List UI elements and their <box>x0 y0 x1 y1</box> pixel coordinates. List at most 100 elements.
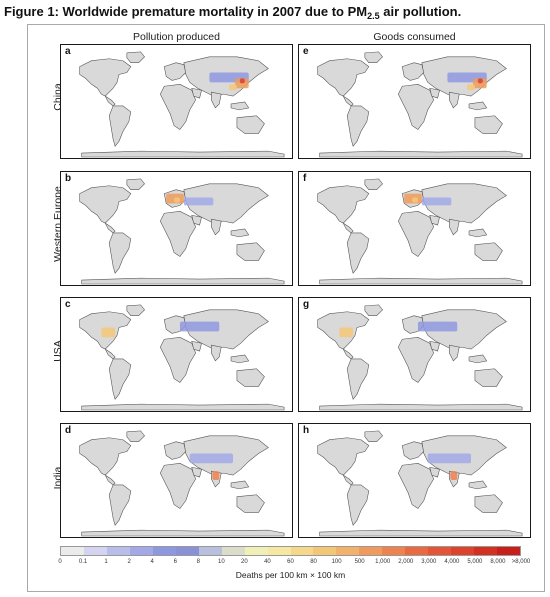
map-panel-g: g <box>298 297 531 412</box>
legend-swatch <box>83 547 107 555</box>
panel-letter: f <box>303 173 307 184</box>
mortality-hotspot <box>450 471 458 481</box>
legend-tick-label: 40 <box>264 559 271 565</box>
landmass <box>183 183 269 224</box>
panel-letter: h <box>303 425 310 436</box>
world-map <box>317 304 523 411</box>
landmass <box>230 354 250 364</box>
legend-swatch <box>61 547 84 555</box>
landmass <box>468 228 488 238</box>
landmass <box>236 242 265 261</box>
landmass <box>397 211 434 257</box>
legend-swatch <box>382 547 406 555</box>
figure-title-suffix: air pollution. <box>379 4 462 19</box>
landmass <box>342 95 354 107</box>
landmass <box>108 358 132 400</box>
landmass <box>429 466 440 478</box>
legend-tick-label: >8,000 <box>511 559 531 565</box>
landmass <box>468 354 488 364</box>
legend-swatch <box>497 547 521 555</box>
legend-tick-label: 8,000 <box>490 559 506 565</box>
landmass <box>126 51 145 63</box>
figure-title: Figure 1: Worldwide premature mortality … <box>4 4 461 21</box>
map-panel-h: h <box>298 423 531 538</box>
landmass <box>126 430 145 442</box>
map-panel-e: e <box>298 44 531 159</box>
landmass <box>317 437 370 476</box>
landmass <box>236 494 265 513</box>
mortality-hotspot <box>174 197 180 203</box>
landmass <box>79 185 132 224</box>
legend-swatch <box>359 547 383 555</box>
landmass <box>108 105 132 147</box>
landmass <box>346 484 370 526</box>
landmass <box>104 222 116 234</box>
mortality-hotspot <box>421 197 452 206</box>
mortality-hotspot <box>212 471 220 481</box>
landmass <box>163 62 187 81</box>
legend-caption: Deaths per 100 km × 100 km <box>235 570 346 580</box>
landmass <box>342 474 354 486</box>
map-panel-d: d <box>60 423 293 538</box>
legend-tick-label: 1,000 <box>375 559 391 565</box>
legend-swatch <box>129 547 153 555</box>
figure-title-prefix: Figure 1: Worldwide premature mortality … <box>4 4 368 19</box>
legend-tick-label: 0 <box>58 559 62 565</box>
landmass <box>211 344 222 362</box>
panel-letter: a <box>65 46 71 57</box>
landmass <box>81 150 285 158</box>
legend-tick-label: 1 <box>104 559 108 565</box>
legend-swatch <box>405 547 429 555</box>
mortality-hotspot <box>183 197 214 206</box>
landmass <box>317 185 370 224</box>
landmass <box>108 232 132 274</box>
column-header-goods-consumed: Goods consumed <box>373 31 456 43</box>
legend-tick-label: 10 <box>218 559 225 565</box>
legend-swatch <box>313 547 337 555</box>
legend-swatch <box>175 547 199 555</box>
landmass <box>317 58 370 97</box>
landmass <box>81 529 285 537</box>
landmass <box>468 480 488 490</box>
landmass <box>104 95 116 107</box>
landmass <box>429 340 440 352</box>
landmass <box>236 368 265 387</box>
landmass <box>468 101 488 111</box>
landmass <box>236 115 265 134</box>
legend-swatch <box>336 547 360 555</box>
mortality-hotspot <box>427 453 471 464</box>
mortality-hotspot <box>339 327 354 338</box>
landmass <box>211 218 222 236</box>
landmass <box>319 277 523 285</box>
landmass <box>108 484 132 526</box>
legend-tick-label: 60 <box>287 559 294 565</box>
landmass <box>159 463 196 509</box>
landmass <box>163 441 187 460</box>
landmass <box>81 277 285 285</box>
legend-tick-label: 100 <box>331 559 342 565</box>
landmass <box>421 183 507 224</box>
landmass <box>159 211 196 257</box>
landmass <box>346 105 370 147</box>
landmass <box>449 218 460 236</box>
landmass <box>449 344 460 362</box>
legend-swatch <box>221 547 245 555</box>
landmass <box>346 358 370 400</box>
legend-swatch <box>451 547 475 555</box>
legend-swatch <box>152 547 176 555</box>
world-map <box>317 178 523 285</box>
legend-swatch <box>267 547 291 555</box>
landmass <box>474 115 503 134</box>
landmass <box>191 87 202 99</box>
legend-tick-label: 8 <box>196 559 200 565</box>
landmass <box>449 91 460 109</box>
mortality-hotspot <box>229 84 237 91</box>
mortality-hotspot <box>189 453 233 464</box>
map-panel-a: a <box>60 44 293 159</box>
legend-swatch <box>428 547 452 555</box>
landmass <box>397 463 434 509</box>
world-map <box>79 430 285 537</box>
landmass <box>474 242 503 261</box>
panel-letter: d <box>65 425 72 436</box>
landmass <box>191 466 202 478</box>
